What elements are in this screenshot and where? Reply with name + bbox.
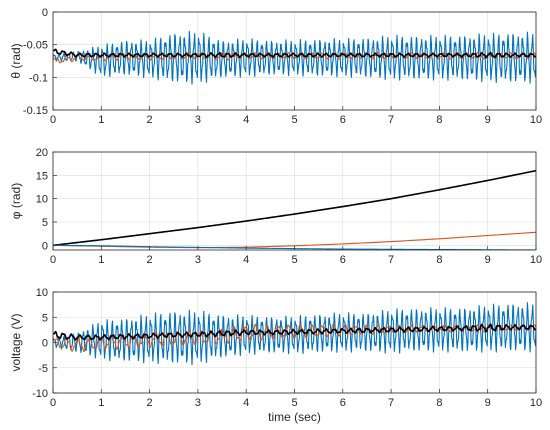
theta-series [53, 30, 536, 85]
x-tick-label: 4 [243, 114, 249, 126]
x-tick-label: 4 [243, 254, 249, 266]
y-tick-label: -10 [32, 388, 48, 400]
y-tick-label: -0.15 [23, 105, 48, 117]
x-tick-label: 5 [291, 397, 297, 409]
x-tick-label: 8 [436, 254, 442, 266]
x-tick-label: 7 [388, 397, 394, 409]
x-tick-label: 1 [98, 114, 104, 126]
x-tick-label: 2 [147, 397, 153, 409]
y-tick-label: 10 [36, 194, 48, 206]
y-tick-label: 0 [42, 338, 48, 350]
x-tick-label: 5 [291, 254, 297, 266]
series-line-2 [53, 48, 536, 59]
y-tick-label: 15 [36, 170, 48, 182]
theta-panel: 0 1 2 3 4 5 6 7 8 9 10 0 -0.05 -0.1 -0.15 θ (rad) [9, 7, 542, 126]
voltage-ticks: 0 1 2 3 4 5 6 7 8 9 10 10 5 0 -5 -10 [32, 287, 542, 409]
y-tick-label: 5 [42, 312, 48, 324]
series-line-0 [53, 302, 536, 366]
y-tick-label: -0.1 [29, 72, 48, 84]
voltage-series [53, 302, 536, 366]
x-tick-label: 6 [340, 397, 346, 409]
x-tick-label: 3 [195, 254, 201, 266]
x-tick-label: 0 [50, 397, 56, 409]
series-line-0 [53, 169, 536, 247]
y-tick-label: -5 [38, 363, 48, 375]
x-tick-label: 0 [50, 254, 56, 266]
x-tick-label: 6 [340, 254, 346, 266]
x-tick-label: 7 [388, 254, 394, 266]
x-tick-label: 1 [98, 397, 104, 409]
y-tick-label: -0.05 [23, 40, 48, 52]
x-tick-label: 10 [530, 114, 542, 126]
phi-panel: 0 1 2 3 4 5 6 7 8 9 10 20 15 10 5 0 φ (rad) [9, 147, 542, 266]
x-tick-label: 8 [436, 397, 442, 409]
phi-grid [52, 151, 537, 250]
x-tick-label: 2 [147, 254, 153, 266]
voltage-ylabel: voltage (V) [9, 313, 23, 371]
series-line-0 [53, 30, 536, 85]
phi-ylabel: φ (rad) [9, 183, 23, 219]
x-tick-label: 2 [147, 114, 153, 126]
y-tick-label: 5 [42, 217, 48, 229]
time-xlabel: time (sec) [268, 410, 321, 424]
x-tick-label: 7 [388, 114, 394, 126]
x-tick-label: 3 [195, 114, 201, 126]
x-tick-label: 10 [530, 254, 542, 266]
y-tick-label: 20 [36, 147, 48, 159]
voltage-panel: 0 1 2 3 4 5 6 7 8 9 10 10 5 0 -5 -10 voltage (V) time (… [9, 287, 542, 424]
y-tick-label: 0 [42, 240, 48, 252]
phi-ticks: 0 1 2 3 4 5 6 7 8 9 10 20 15 10 5 0 [36, 147, 542, 266]
x-tick-label: 9 [485, 254, 491, 266]
x-tick-label: 3 [195, 397, 201, 409]
x-tick-label: 8 [436, 114, 442, 126]
x-tick-label: 9 [485, 114, 491, 126]
theta-ticks: 0 1 2 3 4 5 6 7 8 9 10 0 -0.05 -0.1 -0.15 [23, 7, 542, 126]
y-tick-label: 0 [42, 7, 48, 19]
series-line-2 [53, 323, 536, 341]
x-tick-label: 1 [98, 254, 104, 266]
x-tick-label: 10 [530, 397, 542, 409]
x-tick-label: 0 [50, 114, 56, 126]
y-tick-label: 10 [36, 287, 48, 299]
x-tick-label: 5 [291, 114, 297, 126]
series-line-1 [53, 51, 536, 64]
theta-ylabel: θ (rad) [9, 43, 23, 78]
x-tick-label: 6 [340, 114, 346, 126]
x-tick-label: 4 [243, 397, 249, 409]
x-tick-label: 9 [485, 397, 491, 409]
